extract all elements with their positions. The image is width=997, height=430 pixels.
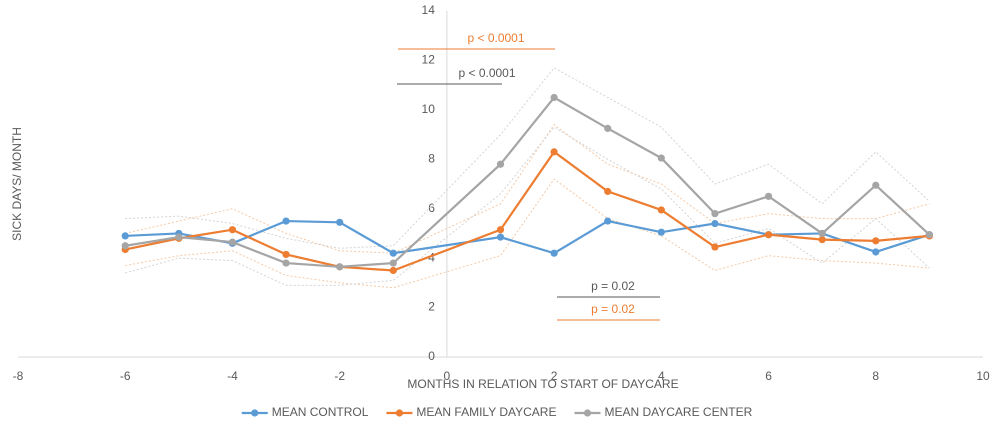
marker: [872, 248, 880, 256]
x-tick-label: 0: [444, 369, 451, 383]
marker: [121, 242, 129, 250]
y-tick-label: 8: [428, 151, 435, 165]
y-tick-label: 6: [428, 201, 435, 215]
x-tick-label: 4: [658, 369, 665, 383]
x-axis-label: MONTHS IN RELATION TO START OF DAYCARE: [407, 377, 678, 391]
x-tick-label: -8: [13, 369, 24, 383]
marker: [496, 160, 505, 168]
marker: [657, 228, 665, 236]
marker: [711, 243, 719, 251]
x-tick-label: 2: [551, 369, 558, 383]
marker: [818, 236, 826, 244]
marker: [389, 249, 397, 257]
y-tick-label: 2: [428, 300, 435, 314]
marker: [228, 226, 237, 234]
marker: [604, 217, 612, 225]
annotation: p < 0.0001: [458, 66, 515, 80]
y-tick-label: 14: [422, 3, 436, 17]
legend-marker: [395, 409, 404, 417]
marker: [228, 238, 237, 246]
marker: [711, 219, 719, 228]
y-tick-label: 4: [428, 250, 435, 264]
marker: [764, 231, 773, 239]
legend-marker: [583, 409, 592, 417]
x-tick-label: 6: [765, 369, 772, 383]
marker: [818, 229, 826, 238]
marker: [872, 181, 880, 189]
marker: [389, 259, 397, 267]
marker: [657, 206, 665, 214]
confidence-band: [125, 126, 930, 286]
marker: [550, 93, 558, 102]
marker: [496, 226, 505, 234]
x-tick-label: 10: [976, 369, 990, 383]
legend-marker: [251, 409, 259, 417]
series-line: [124, 150, 930, 272]
series-line: [125, 96, 931, 268]
marker: [282, 217, 290, 225]
confidence-band: [125, 67, 930, 249]
marker: [550, 249, 558, 257]
marker: [175, 233, 183, 241]
x-tick-label: -6: [120, 369, 131, 383]
annotation: p = 0.02: [591, 302, 635, 316]
y-tick-label: 0: [428, 349, 435, 363]
marker: [282, 259, 290, 267]
marker: [550, 148, 558, 156]
marker: [711, 210, 719, 218]
annotation: p < 0.0001: [467, 31, 524, 45]
marker: [336, 218, 344, 226]
legend-label: MEAN FAMILY DAYCARE: [416, 405, 556, 419]
marker: [496, 233, 505, 241]
x-tick-label: 8: [872, 369, 879, 383]
marker: [121, 232, 129, 240]
marker: [604, 124, 612, 132]
marker: [282, 250, 290, 259]
confidence-band: [125, 178, 930, 289]
marker: [336, 263, 344, 271]
marker: [925, 231, 933, 239]
y-tick-label: 12: [422, 53, 436, 67]
x-tick-label: -2: [334, 369, 345, 383]
legend-label: MEAN DAYCARE CENTER: [604, 405, 752, 419]
marker: [764, 192, 773, 200]
marker: [389, 266, 397, 275]
annotation: p = 0.02: [591, 279, 635, 293]
confidence-band: [125, 123, 930, 254]
y-axis-label: SICK DAYS/ MONTH: [10, 127, 24, 241]
marker: [872, 237, 880, 245]
marker: [657, 154, 665, 162]
x-tick-label: -4: [227, 369, 238, 383]
marker: [604, 187, 612, 196]
legend-label: MEAN CONTROL: [272, 405, 369, 419]
y-tick-label: 10: [422, 102, 436, 116]
